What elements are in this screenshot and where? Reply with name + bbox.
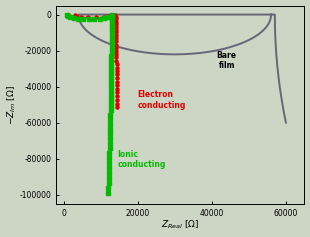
Text: Ionic
conducting: Ionic conducting: [117, 150, 166, 169]
Y-axis label: $-Z_{Im}$ [$\Omega$]: $-Z_{Im}$ [$\Omega$]: [6, 85, 18, 125]
Text: Bare
film: Bare film: [217, 50, 237, 70]
X-axis label: $Z_{Real}$ [$\Omega$]: $Z_{Real}$ [$\Omega$]: [161, 219, 200, 232]
Text: Electron
conducting: Electron conducting: [138, 90, 186, 110]
